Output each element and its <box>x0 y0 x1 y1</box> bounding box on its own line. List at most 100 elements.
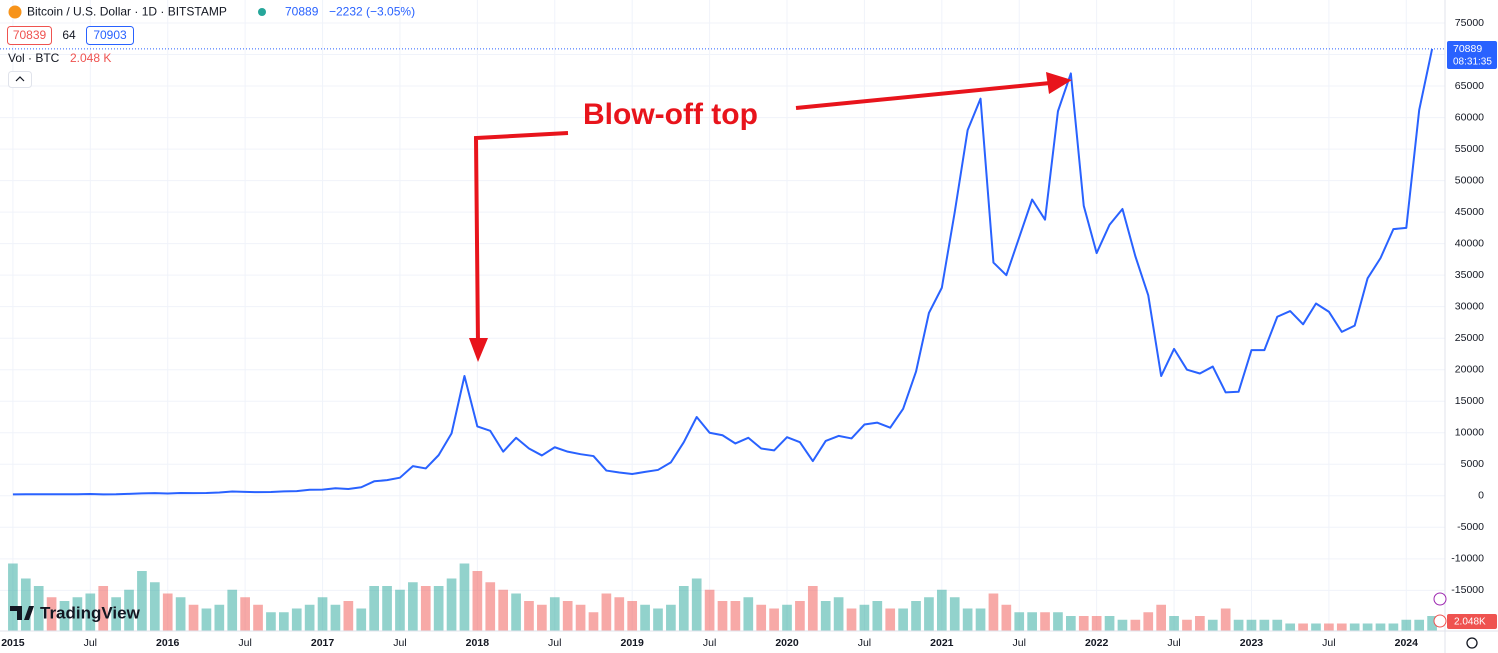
x-tick-label: 2018 <box>466 637 490 649</box>
countdown: 08:31:35 <box>1453 57 1492 68</box>
collapse-button[interactable] <box>8 71 32 88</box>
volume-bar <box>962 608 973 631</box>
volume-bar <box>85 593 96 631</box>
volume-bar <box>704 589 715 631</box>
volume-bar <box>1246 619 1257 631</box>
volume-bar <box>137 571 147 631</box>
y-tick-label: 30000 <box>1455 300 1484 312</box>
plot-layer <box>0 48 1445 496</box>
volume-bar <box>1388 623 1399 631</box>
volume-bar <box>885 608 896 631</box>
volume-bar <box>8 563 18 631</box>
volume-bar <box>898 608 908 631</box>
volume-bar <box>46 597 57 631</box>
x-tick-label: 2021 <box>930 637 954 649</box>
volume-bar <box>382 586 392 631</box>
volume-bar <box>575 604 586 631</box>
volume-bar <box>498 589 509 631</box>
volume-bar <box>1156 604 1166 631</box>
ask[interactable]: 70903 <box>93 28 127 42</box>
volume-bar <box>330 604 341 631</box>
volume-bar <box>756 604 767 631</box>
x-tick-label: Jul <box>1322 637 1335 649</box>
price-badge-value: 70889 <box>1453 43 1482 55</box>
volume-bar <box>911 601 921 631</box>
x-tick-label: 2016 <box>156 637 180 649</box>
volume-bar <box>485 582 496 631</box>
settings-icon[interactable] <box>1466 637 1478 649</box>
annotation-arrow <box>795 81 1051 110</box>
volume-bar <box>601 593 612 631</box>
volume-bar <box>1014 612 1025 631</box>
volume-bar <box>201 608 212 631</box>
brand-logo <box>10 606 34 620</box>
volume-bar <box>846 608 857 631</box>
volume-bar <box>33 586 44 631</box>
y-tick-label: 40000 <box>1455 237 1484 249</box>
volume-bar <box>549 597 560 631</box>
volume-bar <box>408 582 418 631</box>
volume-bar <box>1117 619 1128 631</box>
volume-bar <box>1233 619 1244 631</box>
volume-bar <box>356 608 367 631</box>
annotation-text: Blow-off top <box>583 98 758 131</box>
volume-last: 2.048 K <box>70 51 111 65</box>
volume-bar <box>924 597 934 631</box>
volume-bar <box>1259 619 1270 631</box>
volume-bar <box>717 601 728 631</box>
volume-bar <box>1143 612 1154 631</box>
volume-bar <box>666 604 676 631</box>
y-tick-label: 75000 <box>1455 17 1484 29</box>
volume-bar <box>1375 623 1386 631</box>
y-tick-label: 15000 <box>1455 395 1484 407</box>
volume-bar <box>433 586 444 631</box>
volume-bar <box>1285 623 1296 631</box>
price-badge <box>1447 41 1497 69</box>
volume-bar <box>369 586 379 631</box>
volume-bar <box>949 597 960 631</box>
volume-bar <box>537 604 547 631</box>
x-tick-label: 2023 <box>1240 637 1264 649</box>
y-tick-label: -5000 <box>1457 521 1484 533</box>
volume-bar <box>1207 619 1218 631</box>
volume-bar <box>1091 616 1102 631</box>
volume-bar <box>459 563 470 631</box>
volume-bar <box>1027 612 1037 631</box>
volume-bar <box>59 601 70 631</box>
y-tick-label: -15000 <box>1451 584 1484 596</box>
x-tick-label: Jul <box>858 637 871 649</box>
volume-bar <box>214 604 225 631</box>
x-tick-label: Jul <box>393 637 406 649</box>
volume-bar <box>730 601 741 631</box>
volume-bar <box>20 578 31 631</box>
volume-bar <box>524 601 534 631</box>
volume-bar <box>343 601 354 631</box>
volume-bar <box>317 597 328 631</box>
volume-bar <box>678 586 689 631</box>
header-price: 70889 <box>285 5 319 19</box>
arrowhead <box>469 338 488 362</box>
price-line <box>12 48 1434 496</box>
volume-bar <box>162 593 173 631</box>
flag-icon[interactable] <box>1433 614 1447 628</box>
volume-bar <box>872 601 883 631</box>
status-dot <box>258 8 266 16</box>
symbol-title[interactable]: Bitcoin / U.S. Dollar · 1D · BITSTAMP <box>27 5 227 19</box>
brand-name[interactable]: TradingView <box>40 603 141 622</box>
volume-bar <box>769 608 779 631</box>
volume-bar <box>188 604 199 631</box>
event-icon[interactable] <box>1433 592 1447 606</box>
volume-bar <box>1104 616 1115 631</box>
buy-box[interactable] <box>86 26 134 45</box>
y-tick-label: 60000 <box>1455 111 1484 123</box>
volume-bar <box>266 612 276 631</box>
volume-label: Vol · BTC <box>8 51 60 65</box>
x-tick-label: 2017 <box>311 637 335 649</box>
y-tick-label: 20000 <box>1455 363 1484 375</box>
sell-box[interactable] <box>7 26 52 45</box>
volume-bar <box>1169 616 1179 631</box>
bid[interactable]: 70839 <box>13 28 47 42</box>
volume-bar <box>1195 616 1205 631</box>
y-tick-label: 50000 <box>1455 174 1484 186</box>
